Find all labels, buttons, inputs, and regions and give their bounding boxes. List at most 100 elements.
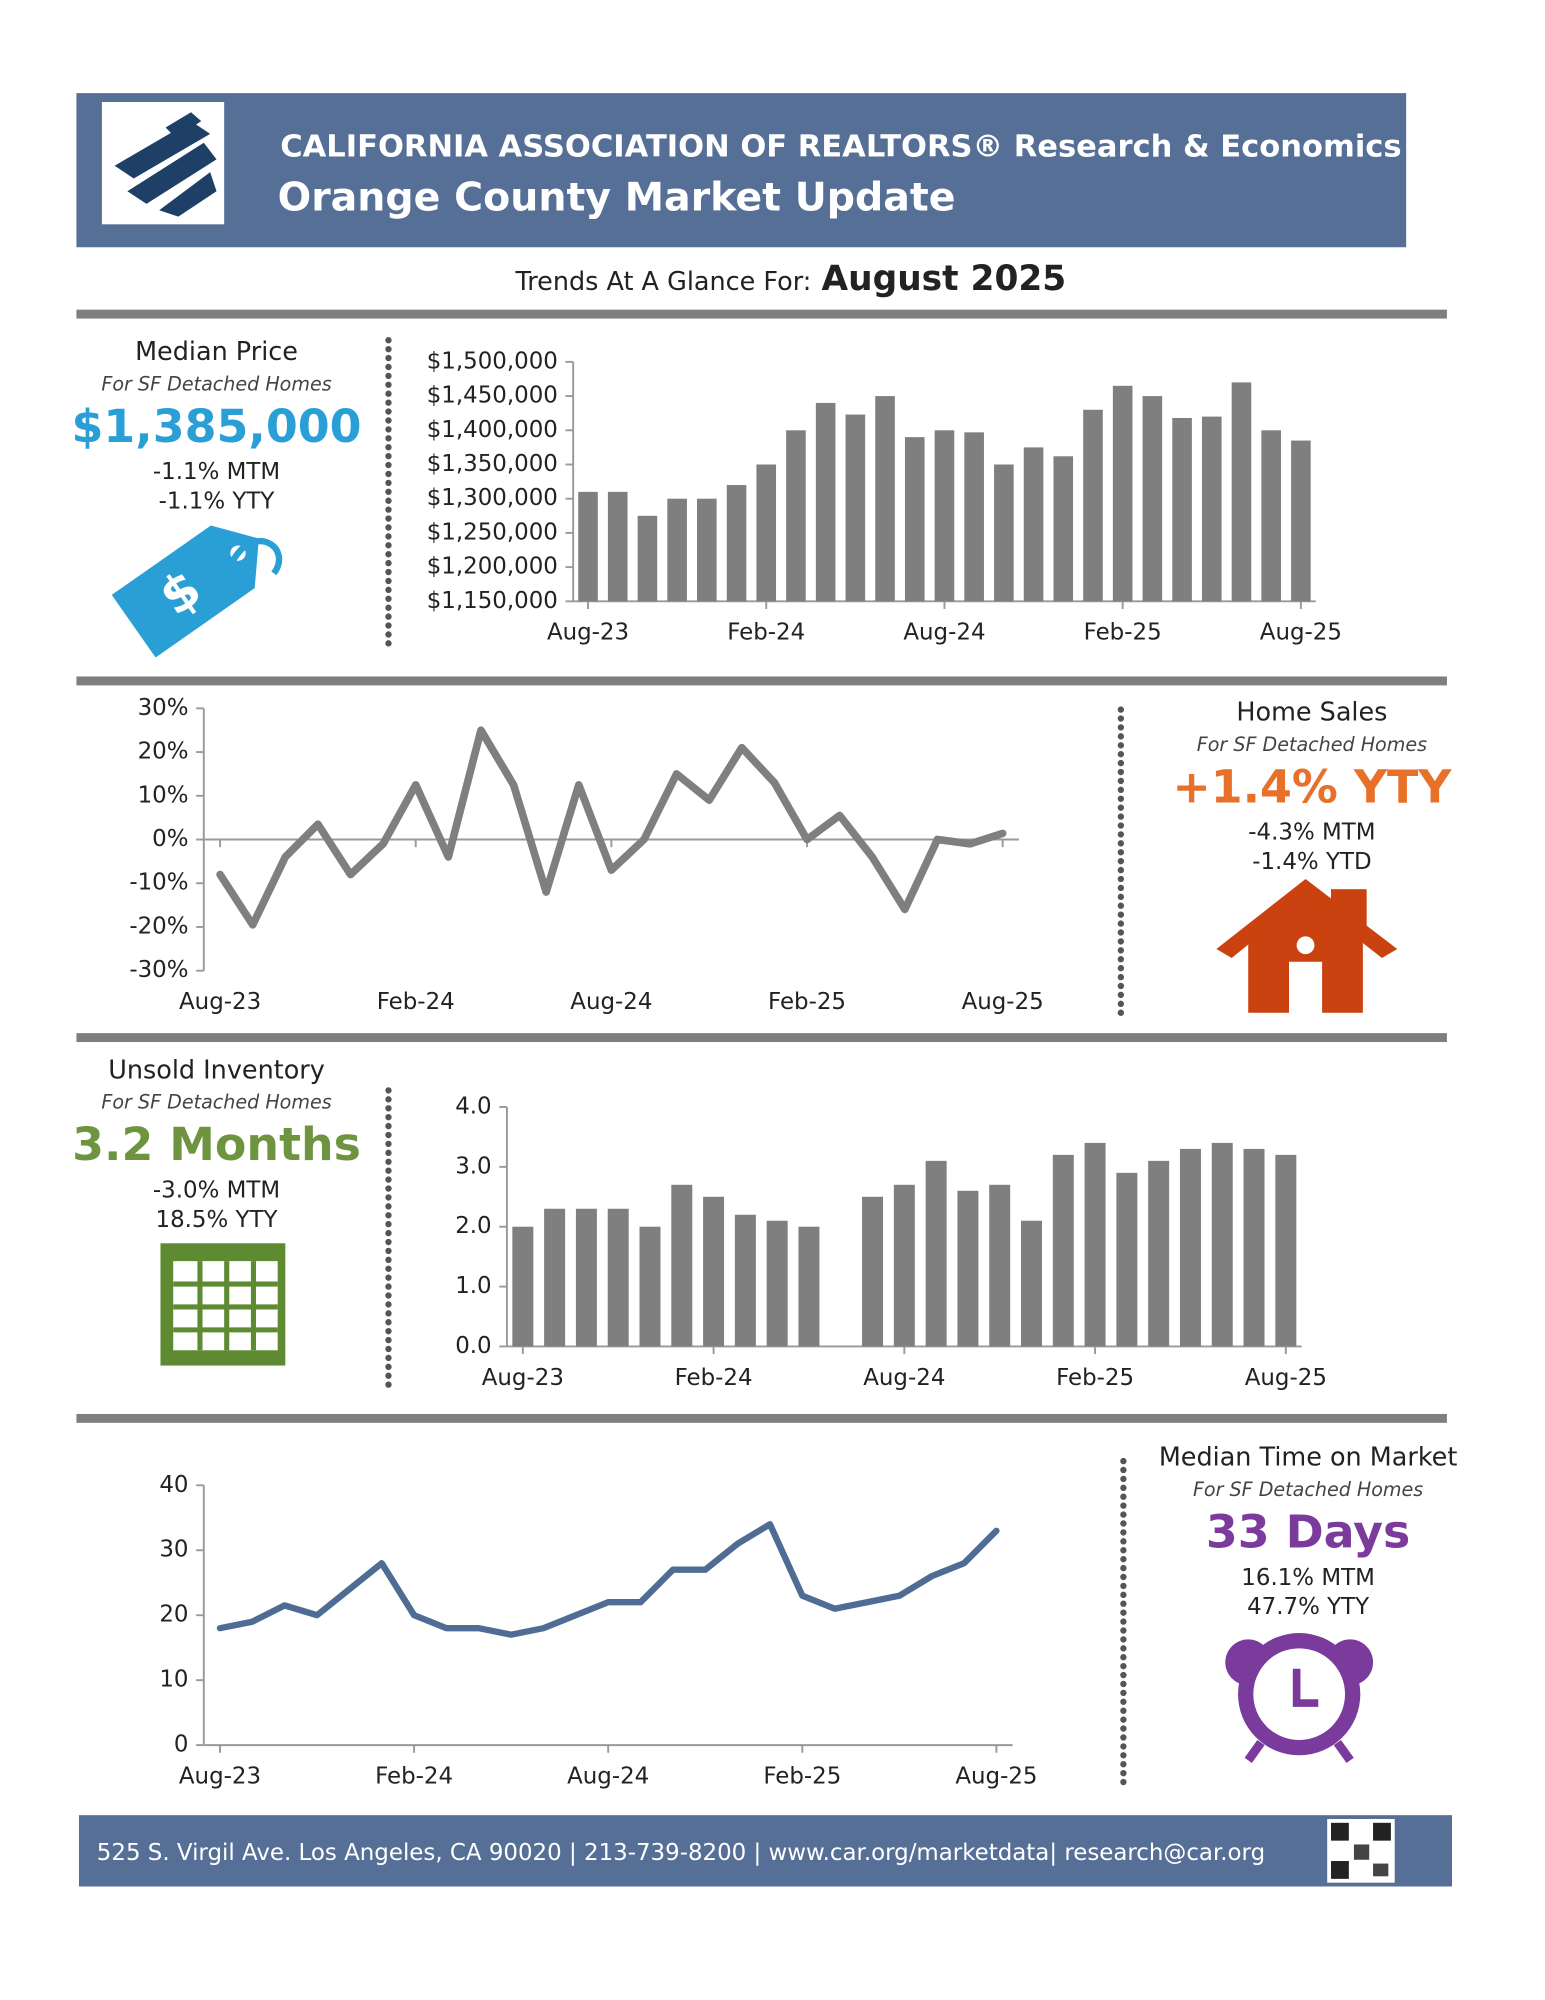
- x-tick-label: Aug-23: [179, 989, 261, 1015]
- bar: [862, 1196, 884, 1347]
- bar: [934, 430, 955, 602]
- panel-stat: -3.0% MTM: [153, 1178, 280, 1204]
- bar: [575, 1208, 597, 1347]
- bar: [875, 396, 895, 602]
- footer-band: [78, 1815, 1453, 1887]
- y-tick-label: 20: [159, 1602, 188, 1628]
- y-tick-label: 0%: [152, 826, 188, 852]
- bar: [607, 491, 628, 602]
- y-tick-label: 10: [159, 1667, 188, 1693]
- x-tick-label: Aug-24: [903, 620, 985, 646]
- x-tick-label: Feb-24: [727, 620, 805, 646]
- dotted-dividers: [385, 337, 1127, 1787]
- y-tick-label: 10%: [138, 782, 189, 808]
- panel-title: Median Price: [135, 337, 298, 367]
- panel-subtitle: For SF Detached Homes: [101, 372, 331, 395]
- bar: [639, 1226, 661, 1347]
- period-value: August 2025: [822, 259, 1067, 299]
- y-tick-label: $1,500,000: [427, 348, 558, 374]
- footer-text: 525 S. Virgil Ave. Los Angeles, CA 90020…: [97, 1840, 1265, 1866]
- bar: [925, 1160, 947, 1347]
- bar: [989, 1184, 1011, 1347]
- y-tick-label: 1.0: [455, 1273, 491, 1299]
- panel-title: Home Sales: [1236, 697, 1387, 727]
- panel-value: +1.4% YTY: [1172, 759, 1452, 813]
- bar: [1021, 1220, 1042, 1347]
- y-tick-label: 30: [159, 1537, 188, 1563]
- bar: [957, 1190, 979, 1347]
- panel-subtitle: For SF Detached Homes: [1197, 733, 1427, 756]
- bar: [1275, 1154, 1297, 1347]
- bar: [544, 1208, 566, 1347]
- bar: [697, 498, 717, 602]
- x-tick-label: Feb-25: [1084, 620, 1162, 646]
- y-tick-label: $1,250,000: [427, 519, 558, 545]
- bar: [904, 437, 925, 602]
- y-tick-label: -20%: [129, 913, 188, 939]
- x-tick-label: Aug-23: [482, 1365, 564, 1391]
- bar: [607, 1208, 629, 1347]
- y-tick-label: $1,200,000: [427, 554, 558, 580]
- bar: [1023, 447, 1044, 602]
- panel-stat: -4.3% MTM: [1248, 820, 1375, 846]
- bar: [667, 498, 687, 602]
- bar: [1052, 1154, 1074, 1347]
- y-tick-label: $1,450,000: [427, 383, 558, 409]
- y-tick-label: 3.0: [455, 1153, 491, 1179]
- line-series: [216, 1521, 1000, 1638]
- bar: [964, 432, 984, 602]
- bar: [1201, 416, 1222, 602]
- y-tick-label: 0.0: [455, 1333, 491, 1359]
- panel-value: $1,385,000: [72, 399, 362, 453]
- period-label: Trends At A Glance For:: [514, 267, 811, 297]
- logo-mark: [114, 112, 217, 217]
- y-tick-label: 0: [174, 1732, 189, 1758]
- x-tick-label: Feb-24: [377, 989, 455, 1015]
- separators: [76, 309, 1447, 1423]
- y-tick-label: 4.0: [455, 1093, 491, 1119]
- bar: [734, 1214, 756, 1347]
- panel-value: 33 Days: [1206, 1504, 1411, 1558]
- price-tag-icon: $: [111, 525, 283, 658]
- panel-stat: 16.1% MTM: [1241, 1565, 1375, 1591]
- y-tick-label: $1,350,000: [427, 451, 558, 477]
- bar: [1053, 456, 1074, 602]
- bar: [994, 464, 1014, 602]
- x-tick-label: Aug-24: [863, 1365, 945, 1391]
- bar: [1084, 1142, 1106, 1347]
- bar: [1291, 440, 1311, 602]
- panel-stat: 18.5% YTY: [156, 1207, 279, 1233]
- clock-icon: [1225, 1633, 1374, 1763]
- x-tick-label: Aug-24: [567, 1763, 649, 1789]
- y-tick-label: $1,300,000: [427, 485, 558, 511]
- panel-value: 3.2 Months: [72, 1117, 361, 1171]
- bar: [1112, 385, 1133, 602]
- bar: [815, 402, 836, 602]
- x-tick-label: Aug-25: [955, 1763, 1037, 1789]
- panel-title: Median Time on Market: [1159, 1443, 1458, 1473]
- qr-code: [1327, 1818, 1395, 1883]
- header-band: [76, 93, 1407, 248]
- y-tick-label: -10%: [129, 870, 188, 896]
- bar: [703, 1196, 725, 1347]
- panel-stat: -1.1% YTY: [159, 488, 276, 514]
- bar: [1243, 1148, 1265, 1347]
- panel-stat: 47.7% YTY: [1247, 1594, 1370, 1620]
- bar: [512, 1226, 534, 1347]
- panel-stat: -1.1% MTM: [153, 459, 280, 485]
- bar: [1148, 1160, 1170, 1347]
- x-tick-label: Feb-25: [768, 989, 846, 1015]
- bar: [578, 491, 598, 602]
- bar: [671, 1184, 693, 1347]
- bar: [845, 414, 866, 602]
- y-tick-label: 30%: [138, 695, 189, 721]
- x-tick-label: Aug-24: [570, 989, 652, 1015]
- bar: [1142, 396, 1163, 602]
- bar: [1116, 1172, 1138, 1347]
- bar: [1172, 417, 1192, 602]
- house-icon: [1216, 878, 1398, 1013]
- bar: [1231, 382, 1252, 602]
- panel-title: Unsold Inventory: [108, 1055, 325, 1085]
- bar: [1211, 1142, 1233, 1347]
